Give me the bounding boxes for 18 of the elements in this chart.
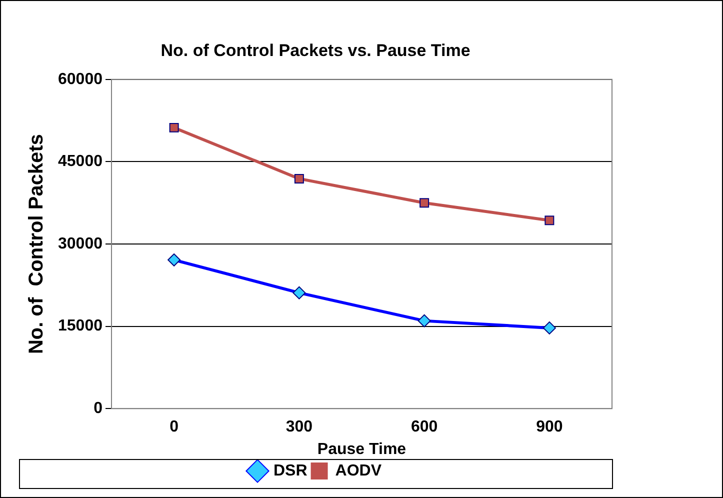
y-axis-title: No. of Control Packets — [26, 134, 48, 354]
legend-label: DSR — [273, 462, 308, 480]
point — [294, 174, 304, 184]
point — [544, 216, 554, 226]
point — [420, 198, 430, 208]
x-tick-label: 900 — [536, 418, 563, 436]
y-tick-label: 45000 — [58, 153, 103, 170]
x-tick-label: 0 — [170, 418, 179, 436]
chart-title: No. of Control Packets vs. Pause Time — [160, 40, 470, 60]
x-axis-title: Pause Time — [317, 440, 406, 458]
x-tick-label: 600 — [410, 418, 438, 436]
x-tick-label: 300 — [286, 418, 313, 436]
point — [169, 122, 179, 132]
y-tick-label: 0 — [94, 400, 103, 418]
y-tick-label: 15000 — [58, 318, 103, 335]
y-tick-label: 60000 — [58, 70, 103, 88]
y-tick-label: 30000 — [58, 235, 103, 252]
legend-label: AODV — [335, 462, 382, 480]
